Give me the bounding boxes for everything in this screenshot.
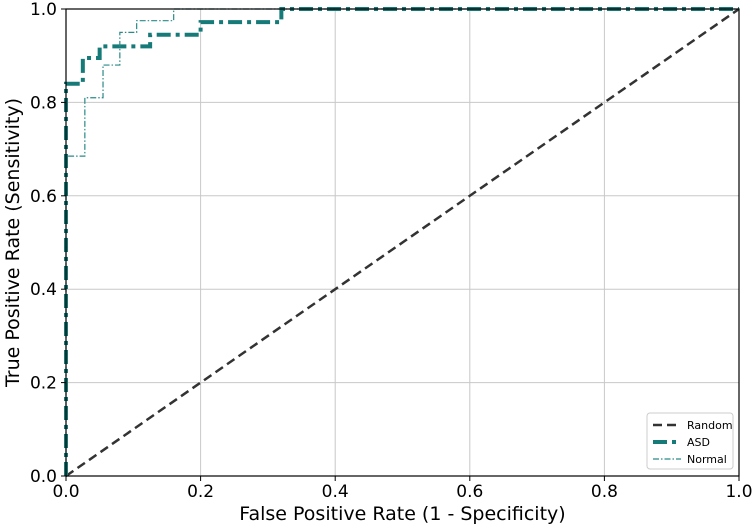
series-line-asd — [64, 7, 739, 476]
x-tick-label: 0.8 — [591, 482, 618, 502]
legend-label: ASD — [687, 436, 710, 449]
x-axis-label: False Positive Rate (1 - Specificity) — [239, 503, 565, 525]
y-tick-label: 0.4 — [30, 280, 57, 300]
axis-ticks: 0.0 0.2 0.4 0.6 0.8 1.0 0.0 0.2 0.4 0.6 0.8 1.0 — [30, 0, 753, 502]
x-tick-label: 0.6 — [456, 482, 483, 502]
legend-box — [646, 412, 734, 470]
y-tick-label: 0.0 — [30, 467, 57, 487]
plot-frame — [65, 8, 740, 477]
series-line-normal — [65, 8, 739, 476]
legend-label: Normal — [687, 453, 727, 466]
y-tick-label: 1.0 — [30, 0, 57, 20]
y-tick-label: 0.2 — [30, 374, 57, 394]
x-tick-label: 0.0 — [52, 482, 79, 502]
y-tick-label: 0.8 — [30, 93, 57, 113]
legend: Random ASD Normal — [646, 412, 734, 470]
legend-label: Random — [687, 419, 733, 432]
x-tick-label: 0.4 — [322, 482, 349, 502]
y-axis-label: True Positive Rate (Sensitivity) — [2, 98, 24, 388]
y-tick-label: 0.6 — [30, 187, 57, 207]
series-line-random — [65, 7, 740, 478]
x-tick-label: 0.2 — [187, 482, 214, 502]
plot-series — [64, 7, 740, 478]
x-tick-label: 1.0 — [725, 482, 752, 502]
